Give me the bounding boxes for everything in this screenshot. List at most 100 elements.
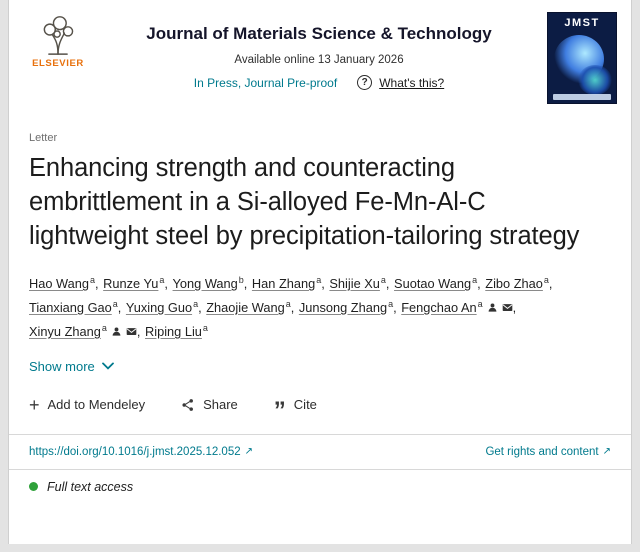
author-affiliation: a: [285, 298, 291, 309]
doi-link[interactable]: https://doi.org/10.1016/j.jmst.2025.12.0…: [29, 446, 253, 458]
cover-art-shape: [578, 65, 612, 95]
author-link[interactable]: Suotao Wanga: [394, 274, 478, 291]
journal-banner: ELSEVIER Journal of Materials Science & …: [9, 0, 631, 110]
author-name: Suotao Wang: [394, 275, 472, 291]
article-title: Enhancing strength and counteracting emb…: [29, 154, 580, 250]
elsevier-wordmark: ELSEVIER: [32, 58, 84, 69]
author-separator: ,: [385, 275, 394, 291]
author-separator: ,: [198, 299, 206, 315]
journal-cover-thumbnail[interactable]: JMST: [547, 12, 617, 104]
author-separator: ,: [477, 275, 485, 291]
author-separator: ,: [243, 275, 251, 291]
author-affiliation: a: [159, 274, 165, 285]
article-header-card: ELSEVIER Journal of Materials Science & …: [8, 0, 632, 544]
in-press-row: In Press, Journal Pre-proof ? What's thi…: [91, 75, 547, 90]
envelope-icon: [126, 327, 137, 335]
show-more-button[interactable]: Show more: [29, 359, 114, 374]
author-link[interactable]: Fengchao Ana: [401, 298, 513, 315]
author-link[interactable]: Zibo Zhaoa: [485, 274, 549, 291]
author-affiliation: a: [543, 274, 549, 285]
author-affiliation: a: [316, 274, 322, 285]
cite-button[interactable]: ” Cite: [273, 396, 317, 424]
in-press-link[interactable]: In Press, Journal Pre-proof: [193, 75, 338, 90]
doi-row: https://doi.org/10.1016/j.jmst.2025.12.0…: [9, 435, 631, 469]
author-name: Fengchao An: [401, 299, 477, 315]
author-affiliation: a: [112, 298, 118, 309]
add-to-mendeley-button[interactable]: + Add to Mendeley: [29, 396, 145, 414]
author-separator: ,: [95, 275, 103, 291]
author-list: Hao Wanga, Runze Yua, Yong Wangb, Han Zh…: [29, 272, 611, 344]
share-label: Share: [203, 397, 238, 413]
author-separator: ,: [117, 299, 125, 315]
author-link[interactable]: Xinyu Zhanga: [29, 322, 137, 339]
elsevier-logo[interactable]: ELSEVIER: [25, 12, 91, 104]
author-name: Shijie Xu: [329, 275, 380, 291]
elsevier-tree-icon: [43, 16, 74, 55]
author-affiliation: a: [388, 298, 394, 309]
access-row: Full text access: [9, 470, 631, 504]
access-type-label: Full text access: [47, 479, 134, 494]
person-icon: [488, 303, 497, 312]
author-name: Xinyu Zhang: [29, 323, 101, 339]
author-link[interactable]: Yuxing Guoa: [125, 298, 199, 315]
author-name: Yong Wang: [172, 275, 238, 291]
rights-text: Get rights and content: [485, 445, 599, 458]
journal-title-link[interactable]: Journal of Materials Science & Technolog…: [146, 24, 492, 43]
divider: [9, 433, 631, 435]
divider: [9, 468, 631, 470]
author-name: Yuxing Guo: [125, 299, 193, 315]
author-link[interactable]: Shijie Xua: [329, 274, 386, 291]
author-affiliation: a: [101, 322, 107, 333]
author-separator: ,: [164, 275, 172, 291]
author-name: Zhaojie Wang: [206, 299, 285, 315]
author-separator: ,: [393, 299, 401, 315]
author-affiliation: a: [193, 298, 199, 309]
article-type-label: Letter: [29, 132, 58, 144]
author-affiliation: a: [202, 322, 208, 333]
author-separator: ,: [512, 299, 517, 315]
author-link[interactable]: Tianxiang Gaoa: [29, 298, 118, 315]
whats-this-link[interactable]: What's this?: [379, 75, 445, 90]
author-separator: ,: [548, 275, 553, 291]
author-name: Junsong Zhang: [298, 299, 388, 315]
cite-label: Cite: [293, 397, 317, 413]
author-name: Zibo Zhao: [485, 275, 543, 291]
share-button[interactable]: Share: [181, 397, 238, 412]
question-circle-icon[interactable]: ?: [357, 75, 373, 90]
open-access-dot-icon: [29, 482, 38, 492]
author-link[interactable]: Runze Yua: [103, 274, 165, 291]
author-name: Hao Wang: [29, 275, 89, 291]
person-icon: [112, 327, 121, 336]
action-bar: + Add to Mendeley Share ” Cite: [29, 396, 611, 424]
author-link[interactable]: Hao Wanga: [29, 274, 96, 291]
author-affiliation: a: [477, 298, 483, 309]
author-name: Riping Liu: [145, 323, 202, 339]
article-summary: Letter Enhancing strength and counteract…: [9, 132, 631, 424]
mendeley-label: Add to Mendeley: [47, 397, 146, 413]
author-link[interactable]: Riping Liua: [145, 322, 208, 339]
author-link[interactable]: Han Zhanga: [251, 274, 322, 291]
external-link-icon: ↗: [244, 446, 254, 458]
plus-icon: +: [29, 394, 40, 415]
author-affiliation: a: [380, 274, 386, 285]
author-affiliation: a: [90, 274, 96, 285]
show-more-label: Show more: [29, 358, 95, 374]
author-link[interactable]: Zhaojie Wanga: [206, 298, 291, 315]
share-icon: [182, 398, 194, 411]
author-name: Tianxiang Gao: [29, 299, 112, 315]
author-separator: ,: [290, 299, 298, 315]
journal-cover-title: JMST: [564, 17, 600, 29]
author-affiliation: b: [238, 274, 244, 285]
author-affiliation: a: [472, 274, 478, 285]
envelope-icon: [502, 303, 513, 311]
rights-and-content-link[interactable]: Get rights and content ↗: [485, 446, 611, 458]
author-link[interactable]: Yong Wangb: [172, 274, 244, 291]
author-name: Han Zhang: [251, 275, 316, 291]
author-separator: ,: [136, 323, 144, 339]
author-separator: ,: [321, 275, 329, 291]
available-online-date: Available online 13 January 2026: [234, 54, 404, 66]
cover-art-strip: [553, 94, 611, 100]
author-name: Runze Yu: [103, 275, 159, 291]
author-link[interactable]: Junsong Zhanga: [298, 298, 394, 315]
chevron-down-icon: [101, 362, 114, 370]
